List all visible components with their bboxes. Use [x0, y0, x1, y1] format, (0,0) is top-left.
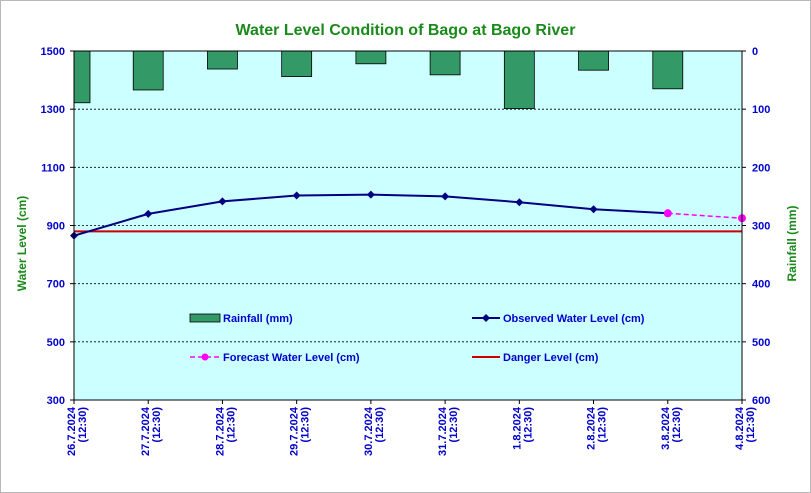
axes: 300 500 700 900 1100 1300 1500 0 100 200 300 400 500… [41, 46, 771, 456]
observed-point [366, 190, 375, 199]
y-left-tick-label: 700 [47, 279, 65, 291]
legend-rainfall-swatch [189, 313, 221, 323]
y-axis-left-label: Water Level (cm) [15, 196, 29, 292]
legend-forecast-label: Forecast Water Level (cm) [223, 352, 360, 364]
x-tick-label-time: (12:30) [671, 407, 683, 443]
observed-point [441, 192, 450, 201]
rainfall-bar [281, 50, 313, 77]
legend-observed-marker [482, 314, 490, 322]
y-left-tick-label: 500 [47, 337, 65, 349]
forecast-point [663, 209, 672, 218]
y-left-tick-label: 900 [47, 221, 65, 233]
legend-rainfall-label: Rainfall (mm) [223, 313, 293, 325]
x-tick-label-date: 2.8.2024 [586, 406, 598, 450]
x-tick-label-time: (12:30) [77, 407, 89, 443]
rainfall-bar [429, 50, 461, 76]
series-lines [70, 190, 746, 240]
x-tick-label-date: 29.7.2024 [289, 406, 301, 456]
x-tick-label-time: (12:30) [745, 407, 757, 443]
x-tick-label-time: (12:30) [300, 407, 312, 443]
legend: Rainfall (mm) Observed Water Level (cm) Fo… [189, 313, 645, 364]
observed-point [144, 209, 153, 218]
rainfall-bar [73, 50, 91, 104]
y-left-tick-label: 300 [47, 395, 65, 407]
y-right-tick-label: 600 [752, 395, 770, 407]
x-tick-label-date: 30.7.2024 [363, 406, 375, 456]
rainfall-bar [503, 50, 535, 109]
y-right-tick-label: 300 [752, 221, 770, 233]
observed-point [515, 198, 524, 207]
x-tick-label-date: 27.7.2024 [140, 406, 152, 456]
y-left-tick-label: 1500 [41, 46, 65, 58]
x-tick-label-date: 26.7.2024 [66, 406, 78, 456]
observed-point [292, 191, 301, 200]
rainfall-bar [652, 50, 684, 90]
x-tick-label-date: 1.8.2024 [511, 406, 523, 450]
x-tick-label-time: (12:30) [448, 407, 460, 443]
x-tick-label-date: 4.8.2024 [734, 406, 746, 450]
x-tick-label-time: (12:30) [151, 407, 163, 443]
y-right-tick-label: 200 [752, 162, 770, 174]
rainfall-bar [355, 50, 387, 65]
observed-point [589, 205, 598, 214]
chart-title: Water Level Condition of Bago at Bago Ri… [235, 22, 576, 39]
x-tick-label-time: (12:30) [374, 407, 386, 443]
rainfall-bar [578, 50, 609, 71]
x-tick-label-time: (12:30) [225, 407, 237, 443]
y-left-tick-label: 1100 [41, 162, 65, 174]
y-right-tick-label: 500 [752, 337, 770, 349]
legend-danger-label: Danger Level (cm) [503, 352, 599, 364]
rainfall-bar [207, 50, 238, 70]
x-tick-label-date: 28.7.2024 [214, 406, 226, 456]
x-tick-label-time: (12:30) [522, 407, 534, 443]
rainfall-bar [132, 50, 164, 91]
legend-forecast-marker [201, 353, 209, 361]
x-tick-label-date: 3.8.2024 [660, 406, 672, 450]
y-right-tick-label: 400 [752, 279, 770, 291]
x-tick-label-date: 31.7.2024 [437, 406, 449, 456]
y-right-tick-label: 100 [752, 104, 770, 116]
y-right-tick-label: 0 [752, 46, 758, 58]
observed-point [218, 197, 227, 206]
x-tick-label-time: (12:30) [597, 407, 609, 443]
legend-observed-label: Observed Water Level (cm) [503, 313, 645, 325]
y-axis-right-label: Rainfall (mm) [785, 205, 799, 281]
forecast-line [667, 212, 743, 219]
y-left-tick-label: 1300 [41, 104, 65, 116]
